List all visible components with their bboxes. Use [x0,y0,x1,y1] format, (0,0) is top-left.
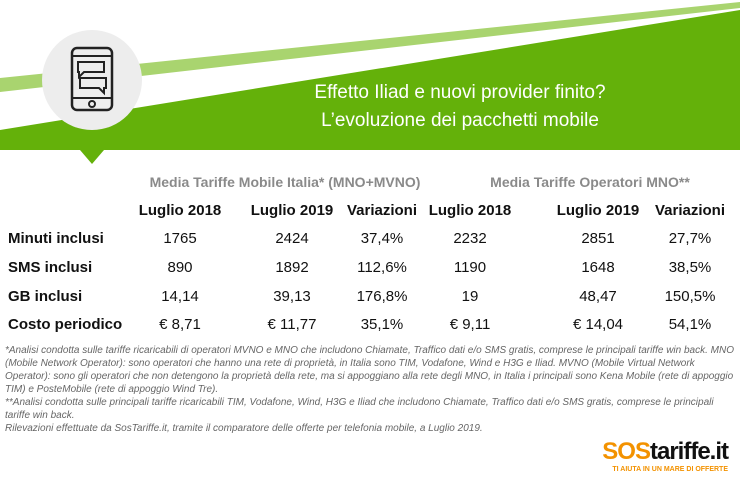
table-cell: € 11,77 [267,316,317,333]
title-line-2: L’evoluzione dei pacchetti mobile [321,110,599,131]
table-cell: 1648 [581,259,615,276]
column-header: Luglio 2018 [138,202,222,219]
table-cell: € 8,71 [159,316,201,333]
table-cell: 1892 [275,259,309,276]
column-header: Variazioni [346,202,418,219]
table-cell: 39,13 [273,288,311,305]
table-cell: 1765 [163,230,197,247]
table-cell: € 14,04 [572,316,624,333]
footnote-2: **Analisi condotta sulle principali tari… [5,397,714,421]
table-cell: 37,4% [360,230,404,247]
smartphone-chat-icon [70,46,114,112]
table-cell: 112,6% [357,259,407,276]
table-cell: 2232 [453,230,487,247]
table-cell: 54,1% [668,316,712,333]
footnote-1: *Analisi condotta sulle tariffe ricarica… [5,345,734,395]
column-header: Luglio 2019 [556,202,640,219]
logo-tagline: TI AIUTA IN UN MARE DI OFFERTE [612,466,728,473]
footnote-3: Rilevazioni effettuate da SosTariffe.it,… [5,423,483,434]
logo-sos: SOS [602,438,651,465]
table-cell: 27,7% [668,230,712,247]
section-title-all: Media Tariffe Mobile Italia* (MNO+MVNO) [149,174,421,190]
table-cell: 2424 [275,230,309,247]
row-label: Minuti inclusi [8,230,104,247]
row-label: GB inclusi [8,288,83,305]
table-cell: 19 [461,288,479,305]
column-header: Variazioni [654,202,726,219]
sostariffe-logo: SOStariffe.it TI AIUTA IN UN MARE DI OFF… [602,438,729,473]
column-header: Luglio 2019 [250,202,334,219]
logo-tariffe: tariffe.it [649,438,729,465]
column-header: Luglio 2018 [428,202,512,219]
table-cell: 150,5% [664,288,716,305]
table-cell: 890 [167,259,193,276]
row-label: Costo periodico [8,316,123,333]
table-cell: 1190 [453,259,487,276]
footnotes: *Analisi condotta sulle tariffe ricarica… [5,344,735,435]
table-cell: 38,5% [668,259,712,276]
section-title-mno: Media Tariffe Operatori MNO** [490,174,690,190]
icon-circle [42,30,142,130]
row-label: SMS inclusi [8,259,93,276]
table-cell: 2851 [581,230,615,247]
table-cell: 14,14 [161,288,199,305]
title-line-1: Effetto Iliad e nuovi provider finito? [314,82,606,103]
table-cell: 35,1% [360,316,404,333]
table-cell: 48,47 [579,288,617,305]
table-cell: 176,8% [356,288,408,305]
header-banner [0,2,740,164]
table-cell: € 9,11 [449,316,491,333]
